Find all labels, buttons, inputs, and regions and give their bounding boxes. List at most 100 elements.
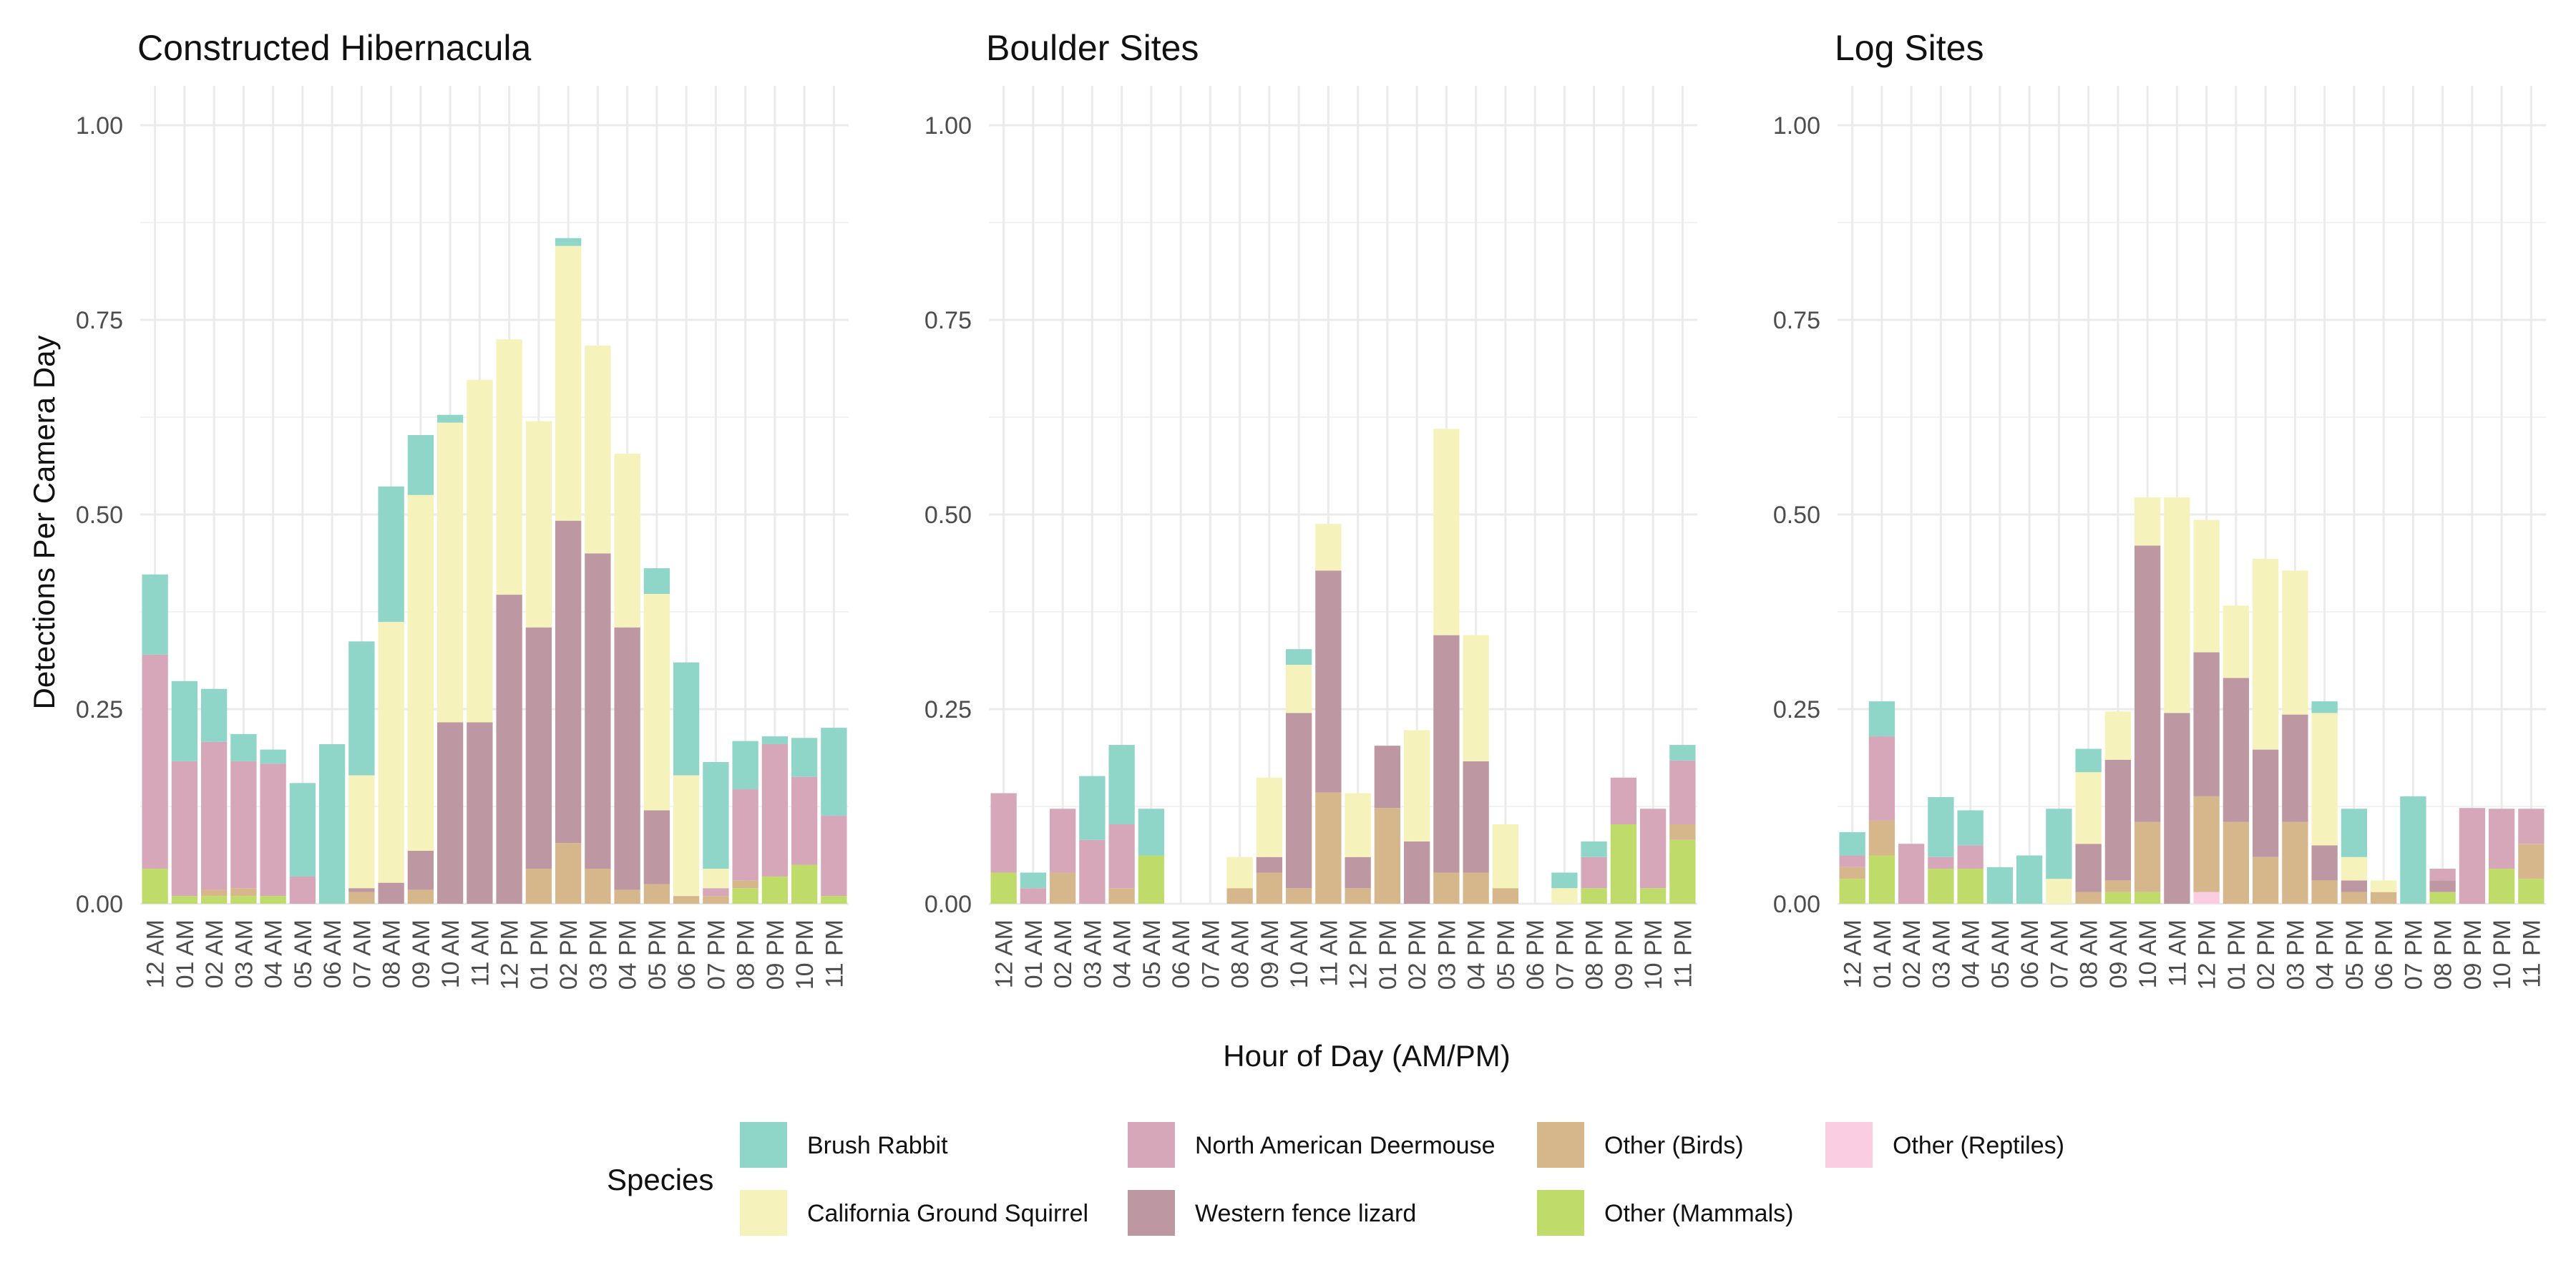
x-axis-label: Hour of Day (AM/PM) <box>1223 1039 1510 1073</box>
bar-segment-deermouse <box>2459 808 2486 904</box>
x-tick-label: 01 AM <box>1869 919 1896 988</box>
bar-segment-deermouse <box>761 743 789 877</box>
x-tick-label: 12 PM <box>2194 919 2221 990</box>
y-tick-label: 0.75 <box>1773 307 1820 334</box>
panel-title: Boulder Sites <box>986 28 1199 68</box>
x-tick-label: 06 AM <box>1168 919 1195 988</box>
bar-segment-brush_rabbit <box>2311 701 2338 713</box>
bar-segment-mammals <box>260 896 286 904</box>
x-tick-label: 05 AM <box>1987 919 2014 988</box>
bar-segment-birds <box>1433 872 1460 904</box>
x-tick-label: 05 PM <box>644 919 671 990</box>
bar-segment-mammals <box>2429 892 2456 904</box>
bar-segment-brush_rabbit <box>1669 745 1696 761</box>
bar-segment-birds <box>1669 824 1696 840</box>
bar-segment-fence_lizard <box>2164 713 2190 904</box>
x-tick-label: 04 AM <box>260 919 288 988</box>
bar-segment-brush_rabbit <box>436 414 464 423</box>
x-tick-label: 02 PM <box>1404 919 1431 990</box>
x-tick-label: 03 PM <box>1433 919 1460 990</box>
bar-segment-mammals <box>791 864 818 904</box>
bar-segment-deermouse <box>2429 869 2456 881</box>
bar-segment-fence_lizard <box>614 627 640 890</box>
bar-segment-deermouse <box>1020 888 1047 904</box>
bar-segment-brush_rabbit <box>1957 810 1984 846</box>
x-tick-label: 11 PM <box>821 919 848 988</box>
bar-segment-brush_rabbit <box>791 738 818 777</box>
bar-segment-ca_ground_squirrel <box>2046 879 2072 904</box>
bar-segment-fence_lizard <box>2223 678 2250 822</box>
bar-segment-fence_lizard <box>2429 880 2456 892</box>
bar-segment-ca_ground_squirrel <box>1551 888 1578 904</box>
bar-segment-brush_rabbit <box>142 574 168 655</box>
bar-segment-mammals <box>2518 879 2545 904</box>
bar-segment-brush_rabbit <box>348 641 375 776</box>
y-tick-label: 1.00 <box>1773 112 1820 140</box>
bar-segment-brush_rabbit <box>1986 867 2014 904</box>
x-tick-label: 03 AM <box>1079 919 1106 988</box>
bar-segment-mammals <box>2104 892 2132 904</box>
bar-segment-birds <box>2104 880 2132 892</box>
bar-segment-birds <box>2193 796 2220 892</box>
legend-swatch <box>1825 1122 1873 1168</box>
bar-segment-brush_rabbit <box>761 736 789 744</box>
bar-segment-fence_lizard <box>555 520 582 844</box>
bar-segment-brush_rabbit <box>378 486 404 623</box>
bar-segment-deermouse <box>1868 736 1896 821</box>
x-tick-label: 03 AM <box>230 919 258 988</box>
x-tick-label: 05 AM <box>290 919 317 988</box>
bar-segment-mammals <box>761 876 789 904</box>
bar-segment-fence_lizard <box>525 627 552 869</box>
x-tick-label: 06 PM <box>2371 919 2398 990</box>
bar-segment-ca_ground_squirrel <box>2223 605 2250 678</box>
x-tick-label: 12 PM <box>497 919 524 990</box>
bar-segment-ca_ground_squirrel <box>2193 519 2220 653</box>
bar-segment-birds <box>585 869 611 904</box>
legend-item-reptiles: Other (Reptiles) <box>1825 1122 2064 1168</box>
panel-0: Constructed Hibernacula 0.00 0.25 0.50 0.75 1… <box>76 28 849 990</box>
x-tick-label: 10 PM <box>1640 919 1667 990</box>
x-tick-label: 06 AM <box>2016 919 2044 988</box>
x-tick-label: 10 AM <box>1286 919 1313 988</box>
x-tick-label: 02 AM <box>201 919 228 988</box>
x-tick-label: 12 PM <box>1345 919 1372 990</box>
bar-segment-fence_lizard <box>496 595 522 904</box>
x-tick-label: 04 PM <box>1463 919 1491 990</box>
bar-segment-brush_rabbit <box>289 783 316 877</box>
legend-item-brush_rabbit: Brush Rabbit <box>740 1122 948 1168</box>
bar-segment-brush_rabbit <box>1928 796 1954 857</box>
x-tick-label: 06 PM <box>1522 919 1549 990</box>
x-tick-label: 09 PM <box>1611 919 1638 990</box>
bar-segment-fence_lizard <box>1256 857 1283 873</box>
legend-swatch <box>1537 1190 1584 1236</box>
x-tick-label: 08 PM <box>1581 919 1609 990</box>
y-tick-label: 0.00 <box>1773 891 1820 918</box>
x-tick-label: 02 PM <box>2253 919 2280 990</box>
bar-segment-birds <box>1285 888 1312 904</box>
bar-segment-fence_lizard <box>1345 857 1371 889</box>
bar-segment-brush_rabbit <box>2400 796 2426 904</box>
bar-segment-fence_lizard <box>2252 749 2279 857</box>
x-tick-label: 10 PM <box>791 919 819 990</box>
bar-segment-mammals <box>821 896 847 904</box>
bar-segment-deermouse <box>142 654 168 869</box>
bar-segment-reptiles <box>2193 892 2220 904</box>
bar-segment-fence_lizard <box>2311 845 2338 881</box>
bar-segment-deermouse <box>289 876 316 904</box>
chart-panels: Constructed Hibernacula 0.00 0.25 0.50 0.75 1… <box>76 28 2546 990</box>
bar-segment-fence_lizard <box>2075 844 2102 892</box>
x-tick-label: 11 PM <box>2518 919 2545 988</box>
y-axis-label: Detections Per Camera Day <box>27 336 61 710</box>
bar-segment-birds <box>1463 872 1489 904</box>
bar-segment-fence_lizard <box>1433 635 1460 873</box>
bar-segment-brush_rabbit <box>1839 831 1865 856</box>
x-tick-label: 08 PM <box>2430 919 2457 990</box>
bar-segment-ca_ground_squirrel <box>643 593 670 811</box>
y-tick-label: 1.00 <box>924 112 972 140</box>
bar-segment-birds <box>1374 808 1401 904</box>
bar-segment-fence_lizard <box>2193 652 2220 796</box>
legend-item-mammals: Other (Mammals) <box>1537 1190 1793 1236</box>
bar-segment-brush_rabbit <box>1020 872 1047 889</box>
x-tick-label: 01 AM <box>1020 919 1048 988</box>
bar-segment-fence_lizard <box>467 722 493 904</box>
